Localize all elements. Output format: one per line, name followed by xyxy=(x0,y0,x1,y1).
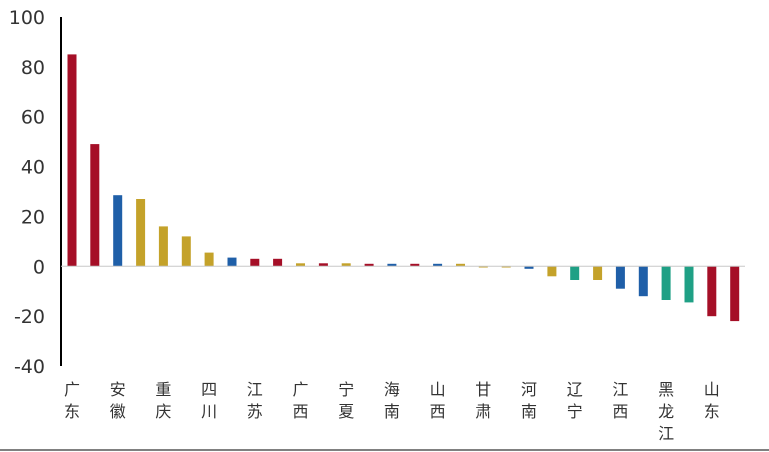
bar xyxy=(501,266,511,268)
y-tick-label: 100 xyxy=(9,7,45,29)
bar xyxy=(67,54,77,267)
bar xyxy=(547,266,557,277)
x-category-label: 黑龙江 xyxy=(658,380,674,443)
bar xyxy=(113,195,123,267)
bar xyxy=(158,226,168,267)
bar xyxy=(570,266,580,280)
bar xyxy=(250,258,260,267)
bar xyxy=(410,263,420,267)
x-category-label: 广东 xyxy=(64,380,80,421)
y-tick-label: -40 xyxy=(14,356,45,378)
x-category-label: 安徽 xyxy=(110,380,126,421)
bar xyxy=(478,266,488,268)
x-category-label: 四川 xyxy=(201,380,217,421)
bars xyxy=(67,54,740,322)
bar xyxy=(90,144,100,267)
x-category-label: 江苏 xyxy=(247,380,263,421)
x-category-label: 辽宁 xyxy=(567,380,583,421)
bar xyxy=(341,263,351,267)
bar xyxy=(707,266,717,317)
bar xyxy=(661,266,671,300)
y-tick-label: 0 xyxy=(33,256,45,278)
bar xyxy=(296,263,305,267)
y-tick-label: 20 xyxy=(21,206,45,228)
bar xyxy=(433,263,443,267)
y-tick-label: 60 xyxy=(21,107,45,129)
y-tick-label: 40 xyxy=(21,157,45,179)
bar xyxy=(273,258,283,267)
x-category-label: 重庆 xyxy=(155,380,171,421)
x-category-label: 宁夏 xyxy=(338,380,354,421)
x-category-label: 河南 xyxy=(521,380,537,421)
y-tick-label: -20 xyxy=(14,306,45,328)
bar xyxy=(524,266,534,269)
bar xyxy=(615,266,625,289)
x-category-label: 广西 xyxy=(292,380,308,421)
bar xyxy=(318,263,328,267)
bar xyxy=(638,266,648,297)
y-axis-ticks: 100 80 60 40 20 0 -20 -40 xyxy=(9,7,45,378)
x-category-label: 山西 xyxy=(430,380,446,421)
bar xyxy=(387,263,397,267)
bar xyxy=(204,252,214,267)
bar xyxy=(227,257,237,267)
x-category-label: 江西 xyxy=(612,380,628,421)
bar xyxy=(136,199,146,267)
x-category-label: 甘肃 xyxy=(475,380,491,421)
bar xyxy=(364,263,374,267)
bar xyxy=(593,266,603,280)
x-category-label: 海南 xyxy=(384,380,400,421)
bar xyxy=(684,266,694,303)
y-tick-label: 80 xyxy=(21,57,45,79)
bar xyxy=(456,263,465,267)
bar xyxy=(181,236,191,267)
bar xyxy=(730,266,740,322)
x-category-label: 山东 xyxy=(704,380,720,421)
